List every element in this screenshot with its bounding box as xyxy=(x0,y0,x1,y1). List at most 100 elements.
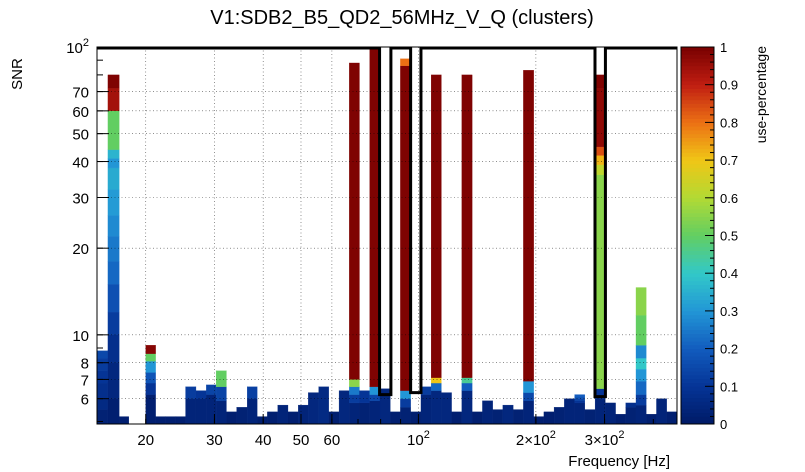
heatmap-cell xyxy=(594,87,606,147)
heatmap-cell xyxy=(107,149,120,159)
heatmap-cell xyxy=(359,402,370,425)
x-tick-label: 102 xyxy=(407,429,430,449)
colorbar-tick-label: 0.1 xyxy=(720,379,738,394)
heatmap-cell xyxy=(574,402,585,425)
colorbar-segment xyxy=(681,152,714,157)
colorbar-segment xyxy=(681,382,714,387)
heatmap-cell xyxy=(277,404,289,425)
heatmap-cell xyxy=(107,158,120,169)
colorbar-segment xyxy=(681,265,714,270)
heatmap-cell xyxy=(523,400,534,425)
colorbar-tick-label: 0.5 xyxy=(720,229,738,244)
heatmap-cell xyxy=(594,174,606,363)
colorbar-segment xyxy=(681,348,714,353)
colorbar-segment xyxy=(681,397,714,402)
colorbar-segment xyxy=(681,220,714,225)
colorbar-segment xyxy=(681,405,714,410)
heatmap-cell xyxy=(175,416,186,425)
colorbar-segment xyxy=(681,84,714,89)
heatmap-cell xyxy=(594,164,606,175)
colorbar-segment xyxy=(681,295,714,300)
heatmap-cell xyxy=(574,394,585,397)
colorbar-segment xyxy=(681,65,714,71)
colorbar-segment xyxy=(681,129,714,135)
colorbar-segment xyxy=(681,416,714,421)
colorbar-segment xyxy=(681,420,714,425)
heatmap-cell xyxy=(298,404,309,425)
colorbar-segment xyxy=(681,111,714,116)
colorbar-segment xyxy=(681,50,714,55)
colorbar-segment xyxy=(681,341,714,346)
colorbar-segment xyxy=(681,318,714,323)
heatmap-cell xyxy=(107,110,120,150)
heatmap-cell xyxy=(215,386,227,401)
heatmap-cell xyxy=(247,386,258,399)
y-tick-label: 102 xyxy=(66,37,89,57)
colorbar-segment xyxy=(681,374,714,380)
heatmap-cell xyxy=(492,409,504,425)
colorbar-tick-label: 0.7 xyxy=(720,153,738,168)
plot-frame xyxy=(96,46,678,425)
heatmap-cell xyxy=(533,416,545,425)
colorbar-tick-label: 0.3 xyxy=(720,304,738,319)
colorbar-segment xyxy=(681,254,714,259)
heatmap-cell xyxy=(635,315,647,346)
heatmap-cell xyxy=(349,379,360,387)
x-tick-label: 40 xyxy=(255,432,272,449)
heatmap-cell xyxy=(635,357,647,370)
colorbar-segment xyxy=(681,322,714,327)
x-axis: 20 30 40 50 60 102 2×102 3×102 xyxy=(137,414,654,449)
colorbar-segment xyxy=(681,88,714,93)
colorbar-segment xyxy=(681,378,714,383)
heatmap-cell xyxy=(461,377,473,384)
heatmap-cell xyxy=(410,411,422,425)
heatmap-cell xyxy=(369,400,381,425)
heatmap-cell xyxy=(107,398,120,425)
heatmap-cell xyxy=(155,416,166,425)
colorbar-tick-label: 0.8 xyxy=(720,115,738,130)
colorbar-segment xyxy=(681,227,714,233)
colorbar-segment xyxy=(681,107,714,112)
y-tick-label: 30 xyxy=(72,190,89,207)
heatmap-cell xyxy=(349,386,360,395)
heatmap-cell xyxy=(594,398,606,425)
colorbar-segment xyxy=(681,182,714,187)
x-tick-label: 3×102 xyxy=(585,429,625,449)
heatmap-cell xyxy=(513,409,524,425)
colorbar-segment xyxy=(681,367,714,372)
heatmap-cell xyxy=(287,411,299,425)
heatmap-cell xyxy=(107,334,120,363)
heatmap-cell xyxy=(400,58,411,67)
y-tick-label: 50 xyxy=(72,127,89,144)
heatmap-cell xyxy=(523,70,534,382)
heatmap-cell xyxy=(635,394,647,406)
colorbar-segment xyxy=(681,292,714,297)
heatmap-cell xyxy=(523,392,534,401)
heatmap-cell xyxy=(308,392,319,425)
heatmap-cell xyxy=(635,287,647,316)
colorbar-segment xyxy=(681,167,714,172)
colorbar-segment xyxy=(681,261,714,267)
heatmap-cell xyxy=(226,411,237,425)
colorbar-segment xyxy=(681,390,714,395)
heatmap-cell xyxy=(635,345,647,359)
heatmap-cell xyxy=(96,370,109,384)
colorbar-segment xyxy=(681,307,714,312)
x-tick-label: 50 xyxy=(293,432,310,449)
y-tick-label: 40 xyxy=(72,155,89,172)
colorbar-tick-label: 0.6 xyxy=(720,191,738,206)
colorbar-segment xyxy=(681,273,714,278)
colorbar-segment xyxy=(681,92,714,97)
y-tick-label: 70 xyxy=(72,85,89,102)
colorbar-segment xyxy=(681,156,714,161)
colorbar-segment xyxy=(681,284,714,289)
heatmap-cell xyxy=(564,398,575,425)
heatmap-cell xyxy=(145,382,156,395)
colorbar-segment xyxy=(681,250,714,255)
heatmap-cell xyxy=(543,411,555,425)
x-tick-label: 30 xyxy=(206,432,223,449)
heatmap-cell xyxy=(523,381,534,393)
heatmap-cell xyxy=(441,392,452,425)
heatmap-cell xyxy=(635,404,647,425)
cluster-outline-path xyxy=(97,46,677,399)
